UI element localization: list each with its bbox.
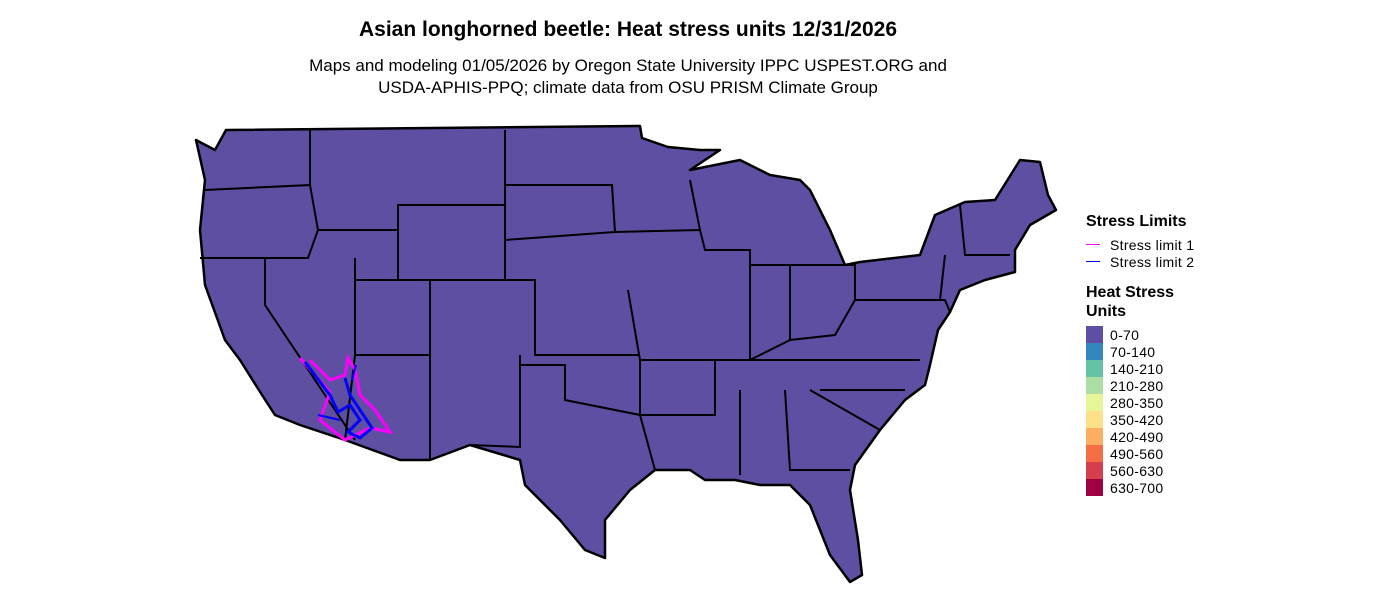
subtitle-line: Maps and modeling 01/05/2026 by Oregon S… bbox=[309, 56, 947, 75]
legend-swatch bbox=[1086, 326, 1103, 343]
subtitle-line: USDA-APHIS-PPQ; climate data from OSU PR… bbox=[378, 78, 878, 97]
legend-item: Stress limit 2 bbox=[1086, 253, 1206, 270]
legend-item: 0-70 bbox=[1086, 326, 1206, 343]
legend-label: 560-630 bbox=[1110, 462, 1164, 479]
state-borders bbox=[200, 130, 1010, 475]
legend-title: Heat Stress Units bbox=[1086, 284, 1175, 320]
legend-swatch bbox=[1086, 479, 1103, 496]
legend-label: 490-560 bbox=[1110, 445, 1164, 462]
legend-items: 0-70 70-140 140-210 210-280 280-350 350-420 42… bbox=[1086, 326, 1206, 496]
legend-swatch bbox=[1086, 411, 1103, 428]
legend-label: 630-700 bbox=[1110, 479, 1164, 496]
legend-item: Stress limit 1 bbox=[1086, 236, 1206, 253]
legend-label: 70-140 bbox=[1110, 343, 1156, 360]
legend-label: 140-210 bbox=[1110, 360, 1164, 377]
legend-swatch bbox=[1086, 261, 1100, 262]
stress-limit-contours bbox=[298, 353, 394, 442]
legend-item: 560-630 bbox=[1086, 462, 1206, 479]
legend-swatch bbox=[1086, 377, 1103, 394]
legend-item: 630-700 bbox=[1086, 479, 1206, 496]
legend-label: 420-490 bbox=[1110, 428, 1164, 445]
legend-swatch bbox=[1086, 244, 1100, 245]
title: Asian longhorned beetle: Heat stress uni… bbox=[358, 18, 898, 41]
legend-swatch bbox=[1086, 462, 1103, 479]
legend-items: Stress limit 1 Stress limit 2 bbox=[1086, 236, 1206, 270]
legend-label: Stress limit 1 bbox=[1110, 236, 1195, 253]
legend-item: 420-490 bbox=[1086, 428, 1206, 445]
legend-item: 70-140 bbox=[1086, 343, 1206, 360]
legend-item: 140-210 bbox=[1086, 360, 1206, 377]
legend-swatch bbox=[1086, 343, 1103, 360]
legend-label: 0-70 bbox=[1110, 326, 1140, 343]
legend-item: 210-280 bbox=[1086, 377, 1206, 394]
legend-label: Stress limit 2 bbox=[1110, 253, 1195, 270]
legend-item: 490-560 bbox=[1086, 445, 1206, 462]
legend-swatch bbox=[1086, 360, 1103, 377]
legend-swatch bbox=[1086, 428, 1103, 445]
subtitle: Maps and modeling 01/05/2026 by Oregon S… bbox=[0, 55, 1256, 99]
legend-swatch bbox=[1086, 445, 1103, 462]
legend-title: Stress Limits bbox=[1086, 213, 1187, 230]
legend: Stress Limits Stress limit 1 Stress limit… bbox=[1086, 212, 1206, 496]
legend-label: 210-280 bbox=[1110, 377, 1164, 394]
legend-item: 280-350 bbox=[1086, 394, 1206, 411]
legend-label: 350-420 bbox=[1110, 411, 1164, 428]
legend-swatch bbox=[1086, 394, 1103, 411]
legend-group: Heat Stress Units 0-70 70-140 140-210 210-2… bbox=[1086, 283, 1206, 496]
legend-label: 280-350 bbox=[1110, 394, 1164, 411]
legend-item: 350-420 bbox=[1086, 411, 1206, 428]
